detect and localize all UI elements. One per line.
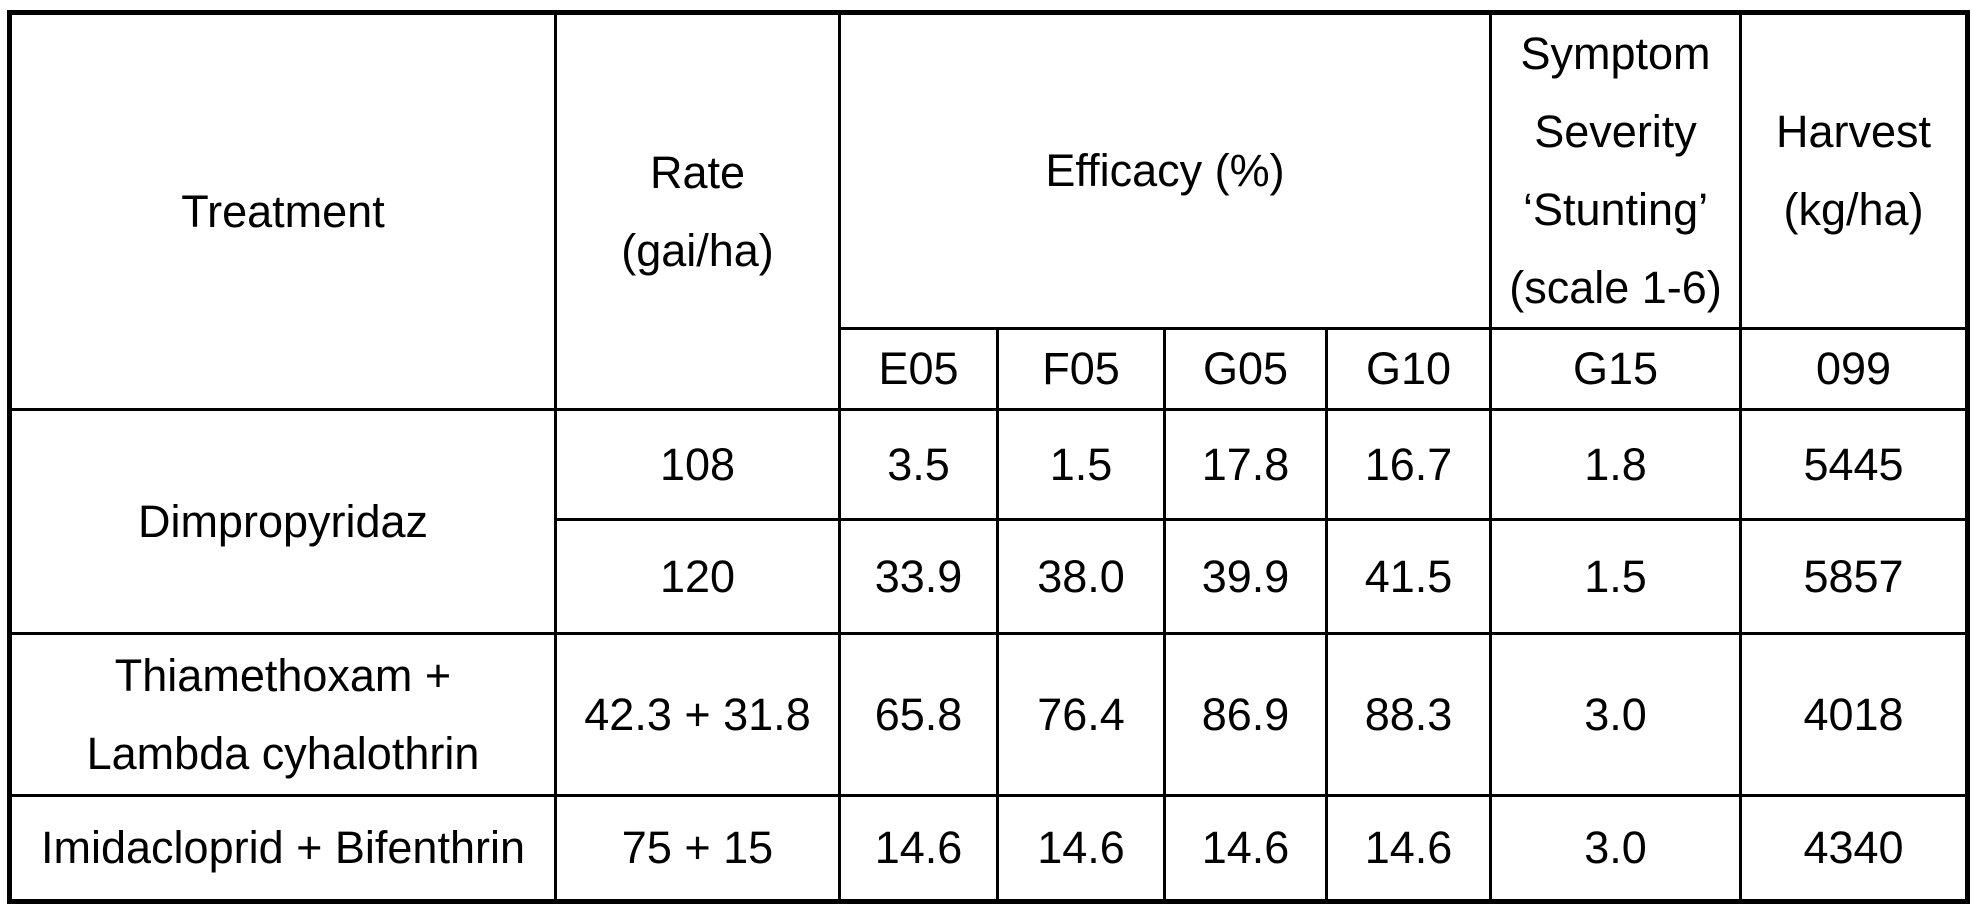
col-header-rate: Rate (gai/ha) xyxy=(554,11,841,411)
cell-value: 86.9 xyxy=(1163,632,1328,797)
col-header-treatment: Treatment xyxy=(8,11,557,411)
cell-value: 1.5 xyxy=(1489,518,1743,635)
col-header-symptom-severity: Symptom Severity ‘Stunting’ (scale 1-6) xyxy=(1489,11,1743,330)
cell-treatment: Dimpropyridaz xyxy=(8,408,557,635)
cell-value: 4018 xyxy=(1739,632,1970,797)
cell-value: 3.5 xyxy=(838,408,999,521)
cell-rate: 108 xyxy=(554,408,841,521)
subheader-099: 099 xyxy=(1739,327,1970,411)
cell-value: 1.5 xyxy=(996,408,1166,521)
col-header-efficacy: Efficacy (%) xyxy=(837,11,1493,330)
cell-value: 14.6 xyxy=(1324,794,1493,903)
cell-value: 39.9 xyxy=(1163,518,1328,635)
table-header-row: Treatment Rate (gai/ha) Efficacy (%) Sym… xyxy=(8,11,1970,411)
table-row: Thiamethoxam + Lambda cyhalothrin 42.3 +… xyxy=(8,632,1970,797)
table-row: 120 33.9 38.0 39.9 41.5 1.5 5857 xyxy=(10,518,1970,635)
cell-value: 3.0 xyxy=(1489,794,1743,903)
results-table: Treatment Rate (gai/ha) Efficacy (%) Sym… xyxy=(7,10,1971,904)
cell-value: 14.6 xyxy=(996,794,1166,903)
cell-value: 76.4 xyxy=(996,632,1166,797)
subheader-g10: G10 xyxy=(1324,327,1493,411)
cell-value: 3.0 xyxy=(1489,632,1743,797)
col-header-harvest: Harvest (kg/ha) xyxy=(1739,11,1970,330)
subheader-g05: G05 xyxy=(1163,327,1328,411)
cell-value: 14.6 xyxy=(1163,794,1328,903)
cell-value: 5857 xyxy=(1739,518,1970,635)
cell-value: 14.6 xyxy=(838,794,999,903)
cell-value: 16.7 xyxy=(1324,408,1493,521)
table-subheader-row: E05 F05 G05 G10 G15 099 xyxy=(10,327,1970,411)
cell-rate: 120 xyxy=(554,518,841,635)
cell-value: 88.3 xyxy=(1324,632,1493,797)
cell-value: 5445 xyxy=(1739,408,1970,521)
subheader-e05: E05 xyxy=(838,327,999,411)
cell-value: 17.8 xyxy=(1163,408,1328,521)
cell-value: 1.8 xyxy=(1489,408,1743,521)
cell-value: 65.8 xyxy=(838,632,999,797)
cell-rate: 42.3 + 31.8 xyxy=(554,632,841,797)
table-row: Imidacloprid + Bifenthrin 75 + 15 14.6 1… xyxy=(8,794,1970,903)
table-row: Dimpropyridaz 108 3.5 1.5 17.8 16.7 1.8 … xyxy=(8,408,1970,635)
subheader-g15: G15 xyxy=(1489,327,1743,411)
cell-value: 4340 xyxy=(1739,794,1970,903)
cell-treatment: Thiamethoxam + Lambda cyhalothrin xyxy=(8,632,557,797)
cell-value: 33.9 xyxy=(838,518,999,635)
subheader-f05: F05 xyxy=(996,327,1166,411)
cell-rate: 75 + 15 xyxy=(554,794,841,903)
cell-value: 41.5 xyxy=(1324,518,1493,635)
cell-treatment: Imidacloprid + Bifenthrin xyxy=(8,794,557,903)
cell-value: 38.0 xyxy=(996,518,1166,635)
